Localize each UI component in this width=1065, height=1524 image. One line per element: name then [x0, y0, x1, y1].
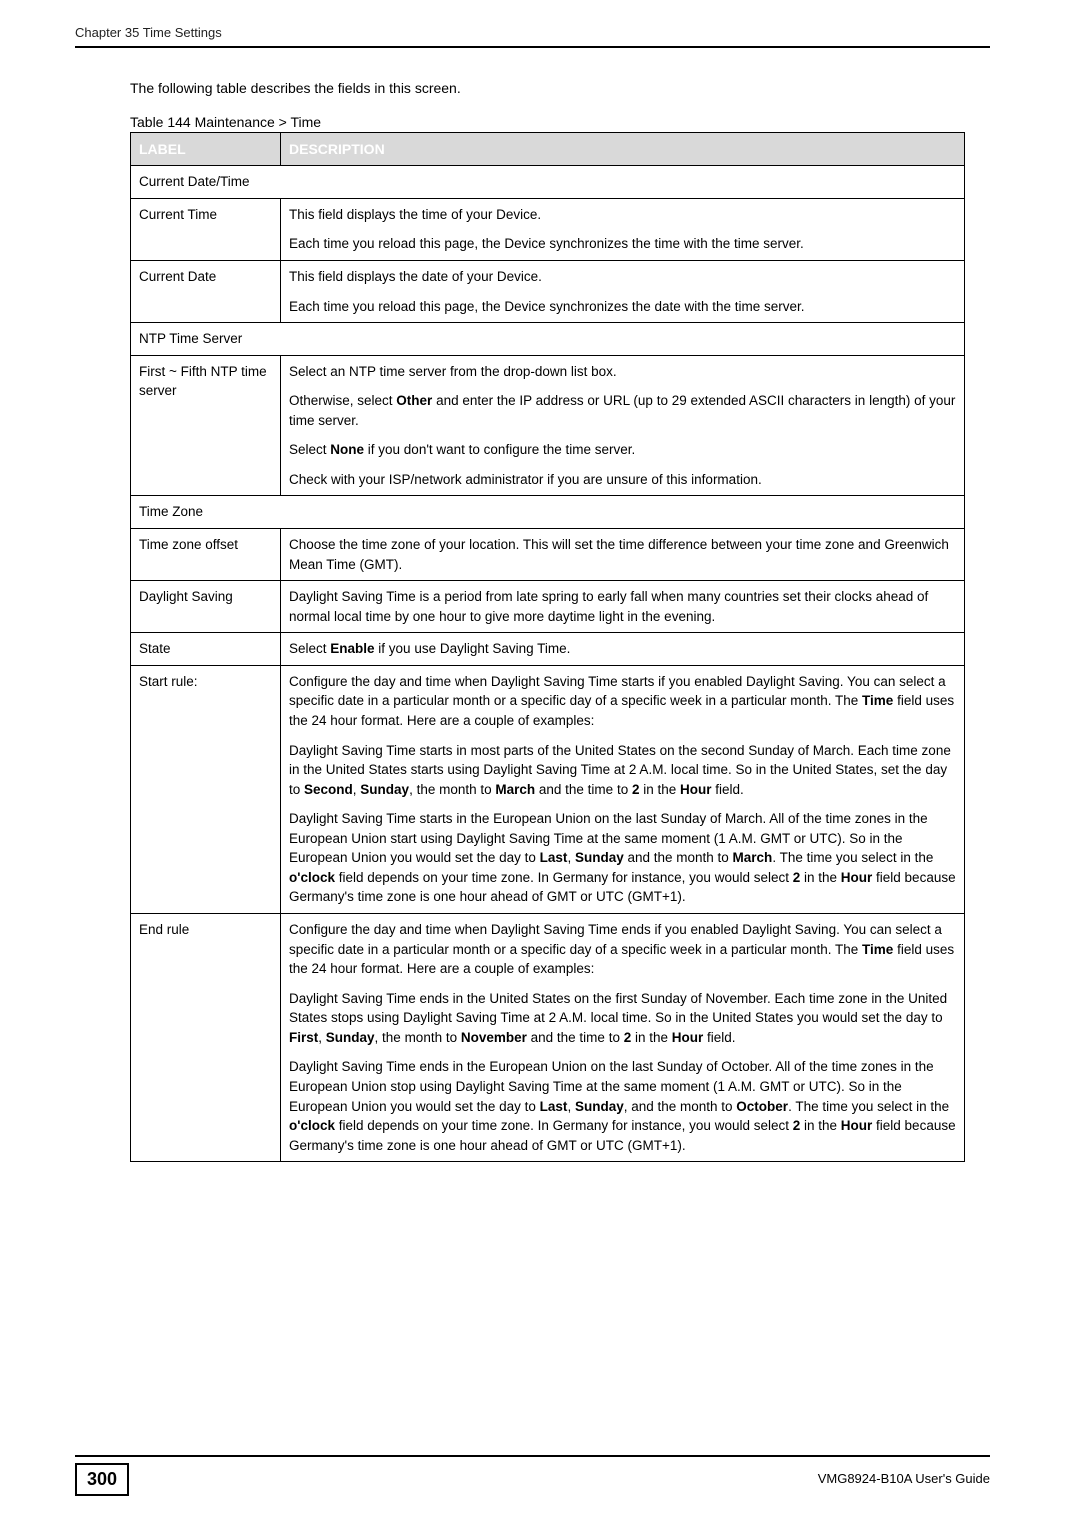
- section-title-cell: NTP Time Server: [131, 323, 965, 356]
- section-title-cell: Time Zone: [131, 496, 965, 529]
- description-paragraph: Daylight Saving Time starts in most part…: [289, 741, 956, 800]
- settings-table: LABEL DESCRIPTION Current Date/TimeCurre…: [130, 132, 965, 1162]
- table-section-row: Current Date/Time: [131, 166, 965, 199]
- section-title-cell: Current Date/Time: [131, 166, 965, 199]
- page-header: Chapter 35 Time Settings: [75, 24, 990, 48]
- description-cell: Configure the day and time when Daylight…: [281, 914, 965, 1162]
- label-cell: Time zone offset: [131, 529, 281, 581]
- page-footer: 300 VMG8924-B10A User's Guide: [75, 1455, 990, 1496]
- description-paragraph: Choose the time zone of your location. T…: [289, 535, 956, 574]
- col-header-label: LABEL: [131, 133, 281, 166]
- description-paragraph: Each time you reload this page, the Devi…: [289, 234, 956, 254]
- description-paragraph: Select an NTP time server from the drop-…: [289, 362, 956, 382]
- label-cell: First ~ Fifth NTP time server: [131, 355, 281, 496]
- page-number: 300: [75, 1463, 129, 1496]
- table-row: State Select Enable if you use Daylight S…: [131, 633, 965, 666]
- page-content: The following table describes the fields…: [130, 80, 965, 1162]
- description-paragraph: Configure the day and time when Daylight…: [289, 920, 956, 979]
- table-row: Current Time This field displays the time…: [131, 198, 965, 260]
- table-body: Current Date/TimeCurrent Time This field …: [131, 166, 965, 1162]
- description-paragraph: Configure the day and time when Daylight…: [289, 672, 956, 731]
- description-paragraph: Otherwise, select Other and enter the IP…: [289, 391, 956, 430]
- table-row: Start rule:Configure the day and time wh…: [131, 665, 965, 913]
- label-cell: State: [131, 633, 281, 666]
- table-row: Daylight SavingDaylight Saving Time is a…: [131, 581, 965, 633]
- description-cell: Choose the time zone of your location. T…: [281, 529, 965, 581]
- col-header-description: DESCRIPTION: [281, 133, 965, 166]
- description-paragraph: Daylight Saving Time ends in the United …: [289, 989, 956, 1048]
- label-cell: Current Time: [131, 198, 281, 260]
- description-cell: Configure the day and time when Daylight…: [281, 665, 965, 913]
- chapter-title: Chapter 35 Time Settings: [75, 25, 222, 40]
- label-cell: End rule: [131, 914, 281, 1162]
- description-paragraph: Select None if you don't want to configu…: [289, 440, 956, 460]
- label-cell: Current Date: [131, 260, 281, 322]
- label-cell: Start rule:: [131, 665, 281, 913]
- description-paragraph: Daylight Saving Time starts in the Europ…: [289, 809, 956, 907]
- description-paragraph: Daylight Saving Time is a period from la…: [289, 587, 956, 626]
- description-paragraph: Select Enable if you use Daylight Saving…: [289, 639, 956, 659]
- description-paragraph: This field displays the date of your Dev…: [289, 267, 956, 287]
- table-caption: Table 144 Maintenance > Time: [130, 114, 965, 130]
- label-cell: Daylight Saving: [131, 581, 281, 633]
- guide-title: VMG8924-B10A User's Guide: [818, 1471, 990, 1486]
- description-cell: Select an NTP time server from the drop-…: [281, 355, 965, 496]
- table-section-row: Time Zone: [131, 496, 965, 529]
- table-row: Time zone offsetChoose the time zone of …: [131, 529, 965, 581]
- table-row: End ruleConfigure the day and time when …: [131, 914, 965, 1162]
- table-header-row: LABEL DESCRIPTION: [131, 133, 965, 166]
- description-paragraph: Each time you reload this page, the Devi…: [289, 297, 956, 317]
- description-cell: This field displays the time of your Dev…: [281, 198, 965, 260]
- table-row: First ~ Fifth NTP time server Select an N…: [131, 355, 965, 496]
- description-cell: Daylight Saving Time is a period from la…: [281, 581, 965, 633]
- table-section-row: NTP Time Server: [131, 323, 965, 356]
- table-row: Current Date This field displays the date…: [131, 260, 965, 322]
- caption-text: Maintenance > Time: [195, 114, 321, 130]
- caption-prefix: Table 144: [130, 114, 195, 130]
- description-cell: Select Enable if you use Daylight Saving…: [281, 633, 965, 666]
- description-cell: This field displays the date of your Dev…: [281, 260, 965, 322]
- description-paragraph: Check with your ISP/network administrato…: [289, 470, 956, 490]
- intro-text: The following table describes the fields…: [130, 80, 965, 96]
- description-paragraph: This field displays the time of your Dev…: [289, 205, 956, 225]
- description-paragraph: Daylight Saving Time ends in the Europea…: [289, 1057, 956, 1155]
